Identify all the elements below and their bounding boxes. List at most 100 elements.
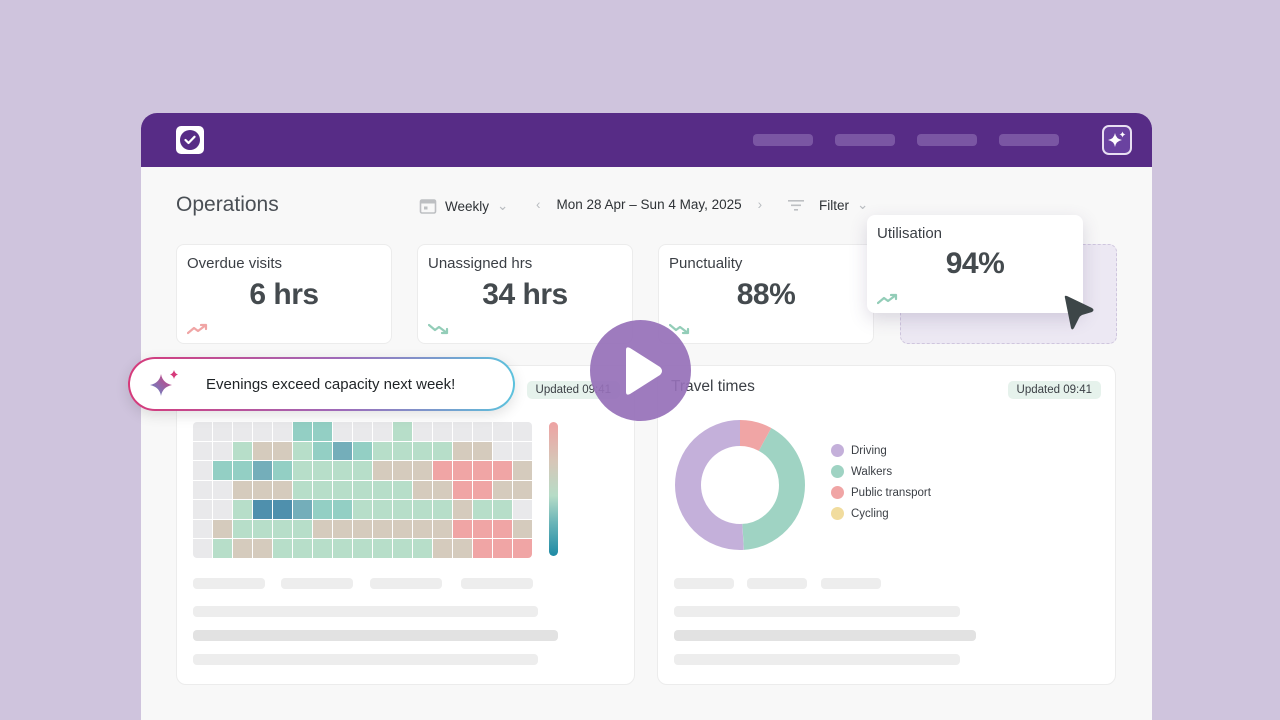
heatmap-cell[interactable] (193, 519, 212, 538)
heatmap-cell[interactable] (333, 480, 352, 499)
heatmap-cell[interactable] (273, 519, 292, 538)
heatmap-cell[interactable] (313, 519, 332, 538)
heatmap-cell[interactable] (213, 539, 232, 558)
nav-item-4[interactable] (999, 134, 1059, 146)
heatmap-cell[interactable] (213, 461, 232, 480)
heatmap-cell[interactable] (253, 441, 272, 460)
heatmap-cell[interactable] (353, 519, 372, 538)
heatmap-cell[interactable] (213, 519, 232, 538)
heatmap-cell[interactable] (293, 500, 312, 519)
heatmap-cell[interactable] (473, 519, 492, 538)
kpi-card-unassigned-hrs[interactable]: Unassigned hrs 34 hrs (417, 244, 633, 344)
heatmap-cell[interactable] (293, 519, 312, 538)
heatmap-cell[interactable] (253, 539, 272, 558)
heatmap-cell[interactable] (473, 500, 492, 519)
heatmap-cell[interactable] (393, 539, 412, 558)
heatmap-cell[interactable] (313, 539, 332, 558)
heatmap-cell[interactable] (193, 441, 212, 460)
heatmap-cell[interactable] (413, 500, 432, 519)
heatmap-cell[interactable] (253, 422, 272, 441)
heatmap-cell[interactable] (513, 480, 532, 499)
heatmap-cell[interactable] (393, 500, 412, 519)
chevron-left-icon[interactable]: ‹ (536, 197, 541, 212)
play-video-button[interactable] (590, 320, 691, 421)
heatmap-cell[interactable] (413, 461, 432, 480)
heatmap-cell[interactable] (413, 422, 432, 441)
heatmap-cell[interactable] (213, 441, 232, 460)
heatmap-cell[interactable] (213, 422, 232, 441)
kpi-card-utilisation-dragging[interactable]: Utilisation 94% (867, 215, 1083, 313)
heatmap-cell[interactable] (233, 519, 252, 538)
capacity-heatmap[interactable] (193, 422, 532, 558)
heatmap-cell[interactable] (433, 480, 452, 499)
heatmap-cell[interactable] (273, 539, 292, 558)
heatmap-cell[interactable] (453, 422, 472, 441)
heatmap-cell[interactable] (513, 539, 532, 558)
date-range-label[interactable]: Mon 28 Apr – Sun 4 May, 2025 (556, 197, 742, 212)
legend-item-walkers[interactable]: Walkers (831, 465, 931, 478)
heatmap-cell[interactable] (433, 519, 452, 538)
heatmap-cell[interactable] (433, 441, 452, 460)
heatmap-cell[interactable] (373, 422, 392, 441)
heatmap-cell[interactable] (513, 500, 532, 519)
heatmap-cell[interactable] (333, 539, 352, 558)
heatmap-cell[interactable] (313, 461, 332, 480)
heatmap-cell[interactable] (273, 422, 292, 441)
heatmap-cell[interactable] (333, 500, 352, 519)
heatmap-cell[interactable] (413, 480, 432, 499)
heatmap-cell[interactable] (333, 519, 352, 538)
heatmap-cell[interactable] (273, 461, 292, 480)
heatmap-cell[interactable] (453, 480, 472, 499)
heatmap-cell[interactable] (493, 422, 512, 441)
heatmap-cell[interactable] (493, 519, 512, 538)
heatmap-cell[interactable] (313, 480, 332, 499)
heatmap-cell[interactable] (293, 480, 312, 499)
heatmap-cell[interactable] (193, 500, 212, 519)
heatmap-cell[interactable] (253, 480, 272, 499)
heatmap-cell[interactable] (313, 500, 332, 519)
travel-times-donut-chart[interactable] (673, 418, 807, 552)
heatmap-cell[interactable] (273, 441, 292, 460)
heatmap-cell[interactable] (453, 539, 472, 558)
heatmap-cell[interactable] (493, 441, 512, 460)
heatmap-cell[interactable] (453, 519, 472, 538)
heatmap-cell[interactable] (253, 461, 272, 480)
heatmap-cell[interactable] (473, 539, 492, 558)
heatmap-cell[interactable] (253, 519, 272, 538)
heatmap-cell[interactable] (233, 539, 252, 558)
heatmap-cell[interactable] (293, 441, 312, 460)
heatmap-cell[interactable] (193, 480, 212, 499)
checkmark-logo-icon[interactable] (176, 126, 204, 154)
heatmap-cell[interactable] (393, 480, 412, 499)
heatmap-cell[interactable] (433, 422, 452, 441)
legend-item-driving[interactable]: Driving (831, 444, 931, 457)
heatmap-cell[interactable] (393, 519, 412, 538)
ai-insight-toast[interactable]: Evenings exceed capacity next week! (128, 357, 515, 411)
heatmap-cell[interactable] (233, 441, 252, 460)
heatmap-cell[interactable] (233, 480, 252, 499)
heatmap-cell[interactable] (313, 422, 332, 441)
heatmap-cell[interactable] (453, 500, 472, 519)
heatmap-cell[interactable] (493, 500, 512, 519)
heatmap-cell[interactable] (233, 422, 252, 441)
heatmap-cell[interactable] (293, 539, 312, 558)
heatmap-cell[interactable] (513, 422, 532, 441)
heatmap-cell[interactable] (193, 461, 212, 480)
heatmap-cell[interactable] (373, 519, 392, 538)
heatmap-cell[interactable] (313, 441, 332, 460)
heatmap-cell[interactable] (493, 539, 512, 558)
heatmap-cell[interactable] (513, 461, 532, 480)
heatmap-cell[interactable] (293, 422, 312, 441)
heatmap-cell[interactable] (413, 441, 432, 460)
heatmap-cell[interactable] (373, 500, 392, 519)
heatmap-cell[interactable] (393, 461, 412, 480)
heatmap-cell[interactable] (353, 480, 372, 499)
heatmap-cell[interactable] (333, 422, 352, 441)
nav-item-3[interactable] (917, 134, 977, 146)
heatmap-cell[interactable] (333, 461, 352, 480)
filter-button[interactable]: Filter ⌄ (787, 197, 868, 213)
heatmap-cell[interactable] (193, 422, 212, 441)
heatmap-cell[interactable] (353, 441, 372, 460)
heatmap-cell[interactable] (233, 461, 252, 480)
heatmap-cell[interactable] (373, 441, 392, 460)
